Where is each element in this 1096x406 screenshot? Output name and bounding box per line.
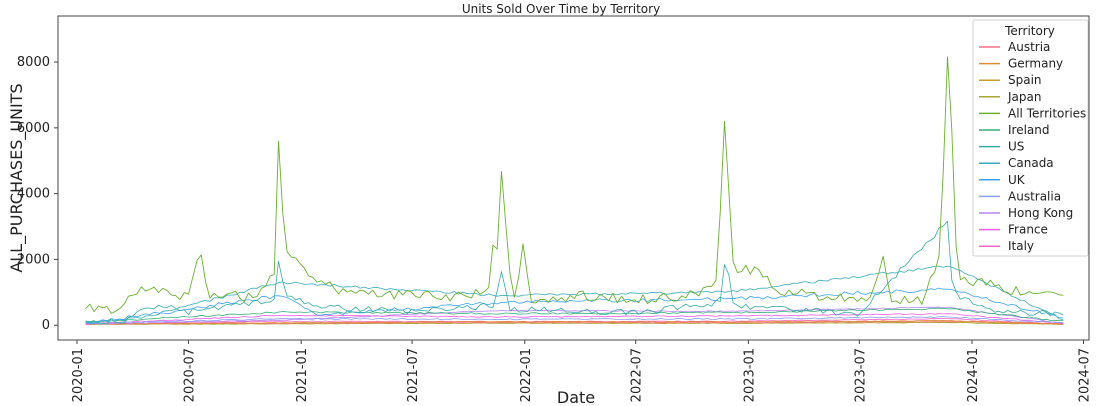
x-tick-label: 2021-07 xyxy=(406,348,421,402)
series-line xyxy=(85,316,1064,324)
y-axis: 0 2000 4000 6000 8000 xyxy=(17,55,58,333)
y-tick-label: 0 xyxy=(42,318,50,333)
x-tick-label: 2021-01 xyxy=(295,348,310,402)
series-line xyxy=(85,220,1064,325)
x-axis: 2020-01 2020-07 2021-01 2021-07 2022-01 2022-… xyxy=(71,340,1092,402)
x-tick-label: 2024-01 xyxy=(966,348,981,402)
y-tick-label: 8000 xyxy=(17,55,50,70)
legend-label: Ireland xyxy=(1008,123,1050,137)
x-tick-label: 2023-01 xyxy=(742,348,757,402)
plot-frame xyxy=(57,15,1090,341)
x-tick-label: 2024-07 xyxy=(1077,348,1092,402)
chart-title: Units Sold Over Time by Territory xyxy=(462,2,660,16)
series-lines xyxy=(85,56,1064,325)
x-tick-label: 2022-07 xyxy=(630,348,645,402)
legend-label: Hong Kong xyxy=(1008,206,1073,220)
series-line xyxy=(85,306,1064,325)
series-line xyxy=(85,287,1064,324)
series-line xyxy=(85,319,1064,325)
series-line xyxy=(85,265,1064,323)
y-axis-label: ALL_PURCHASES_UNITS xyxy=(7,83,27,272)
x-tick-label: 2020-01 xyxy=(71,348,86,402)
legend-title: Territory xyxy=(1004,24,1055,38)
legend-label: US xyxy=(1008,140,1024,154)
legend-label: Spain xyxy=(1008,73,1042,87)
x-tick-label: 2022-01 xyxy=(519,348,534,402)
legend-label: Japan xyxy=(1007,90,1041,104)
series-line xyxy=(85,307,1064,324)
legend-label: All Territories xyxy=(1008,106,1086,120)
legend-label: France xyxy=(1008,223,1048,237)
x-tick-label: 2020-07 xyxy=(182,348,197,402)
legend-label: Germany xyxy=(1008,57,1063,71)
legend-label: Italy xyxy=(1008,239,1034,253)
legend-label: Austria xyxy=(1008,40,1050,54)
series-line xyxy=(85,313,1064,325)
y-tick-label: 6000 xyxy=(17,121,50,136)
x-axis-label: Date xyxy=(557,388,595,406)
y-tick-label: 2000 xyxy=(17,252,50,267)
series-line xyxy=(85,56,1064,314)
legend-label: Canada xyxy=(1008,156,1054,170)
legend-box xyxy=(972,19,1089,257)
y-tick-label: 4000 xyxy=(17,187,50,202)
legend: Territory Austria Germany Spain Japan All Te… xyxy=(972,19,1089,257)
x-tick-label: 2023-07 xyxy=(853,348,868,402)
legend-label: Australia xyxy=(1008,189,1061,203)
legend-label: UK xyxy=(1008,173,1026,187)
